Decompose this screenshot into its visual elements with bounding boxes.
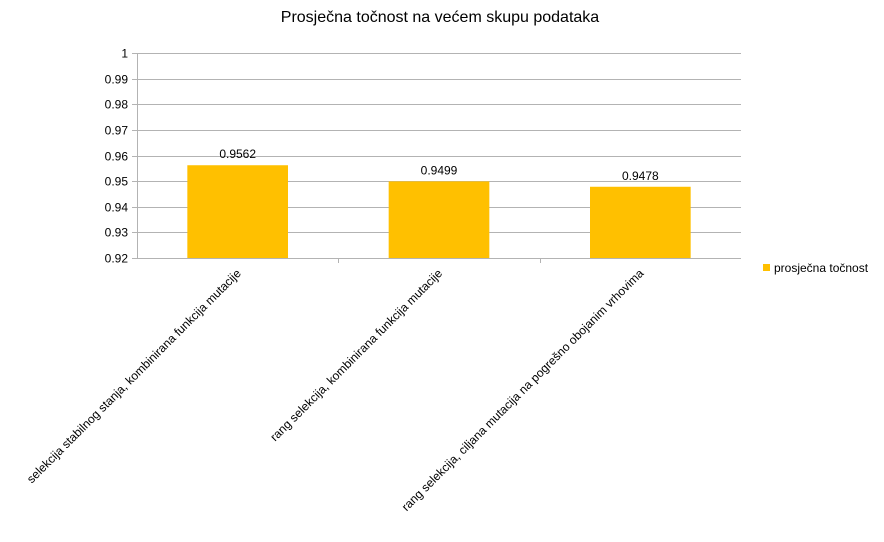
legend: prosječna točnost	[763, 261, 869, 275]
y-tick-label: 0.98	[105, 98, 129, 112]
x-category-label: rang selekcija, ciljana mutacija na pogr…	[399, 266, 647, 514]
bar	[187, 165, 288, 258]
y-axis-ticks: 0.92 0.93 0.94 0.95 0.96 0.97 0.98 0.99 1	[105, 47, 129, 266]
y-tick-label: 0.93	[105, 226, 129, 240]
data-label: 0.9478	[622, 169, 659, 183]
chart-title: Prosječna točnost na većem skupu podatak…	[280, 9, 600, 26]
y-tick-label: 0.99	[105, 73, 129, 87]
legend-label: prosječna točnost	[774, 261, 869, 275]
y-tick-label: 0.95	[105, 175, 129, 189]
data-labels: 0.9562 0.9499 0.9478	[219, 147, 659, 183]
y-tick-label: 0.94	[105, 201, 129, 215]
y-tick-label: 0.96	[105, 150, 129, 164]
data-label: 0.9562	[219, 147, 256, 161]
bars	[187, 165, 691, 258]
y-tick-label: 0.97	[105, 124, 129, 138]
legend-swatch	[763, 264, 770, 271]
x-axis-category-labels: selekcija stabilnog stanja, kombinirana …	[24, 266, 647, 514]
axes	[137, 53, 741, 263]
y-tick-label: 0.92	[105, 252, 129, 266]
x-category-label: selekcija stabilnog stanja, kombinirana …	[24, 266, 244, 486]
y-tick-label: 1	[121, 47, 128, 61]
bar	[590, 186, 691, 258]
bar	[388, 181, 490, 258]
x-category-label: rang selekcija, kombinirana funkcija mut…	[267, 266, 445, 444]
data-label: 0.9499	[421, 163, 458, 177]
